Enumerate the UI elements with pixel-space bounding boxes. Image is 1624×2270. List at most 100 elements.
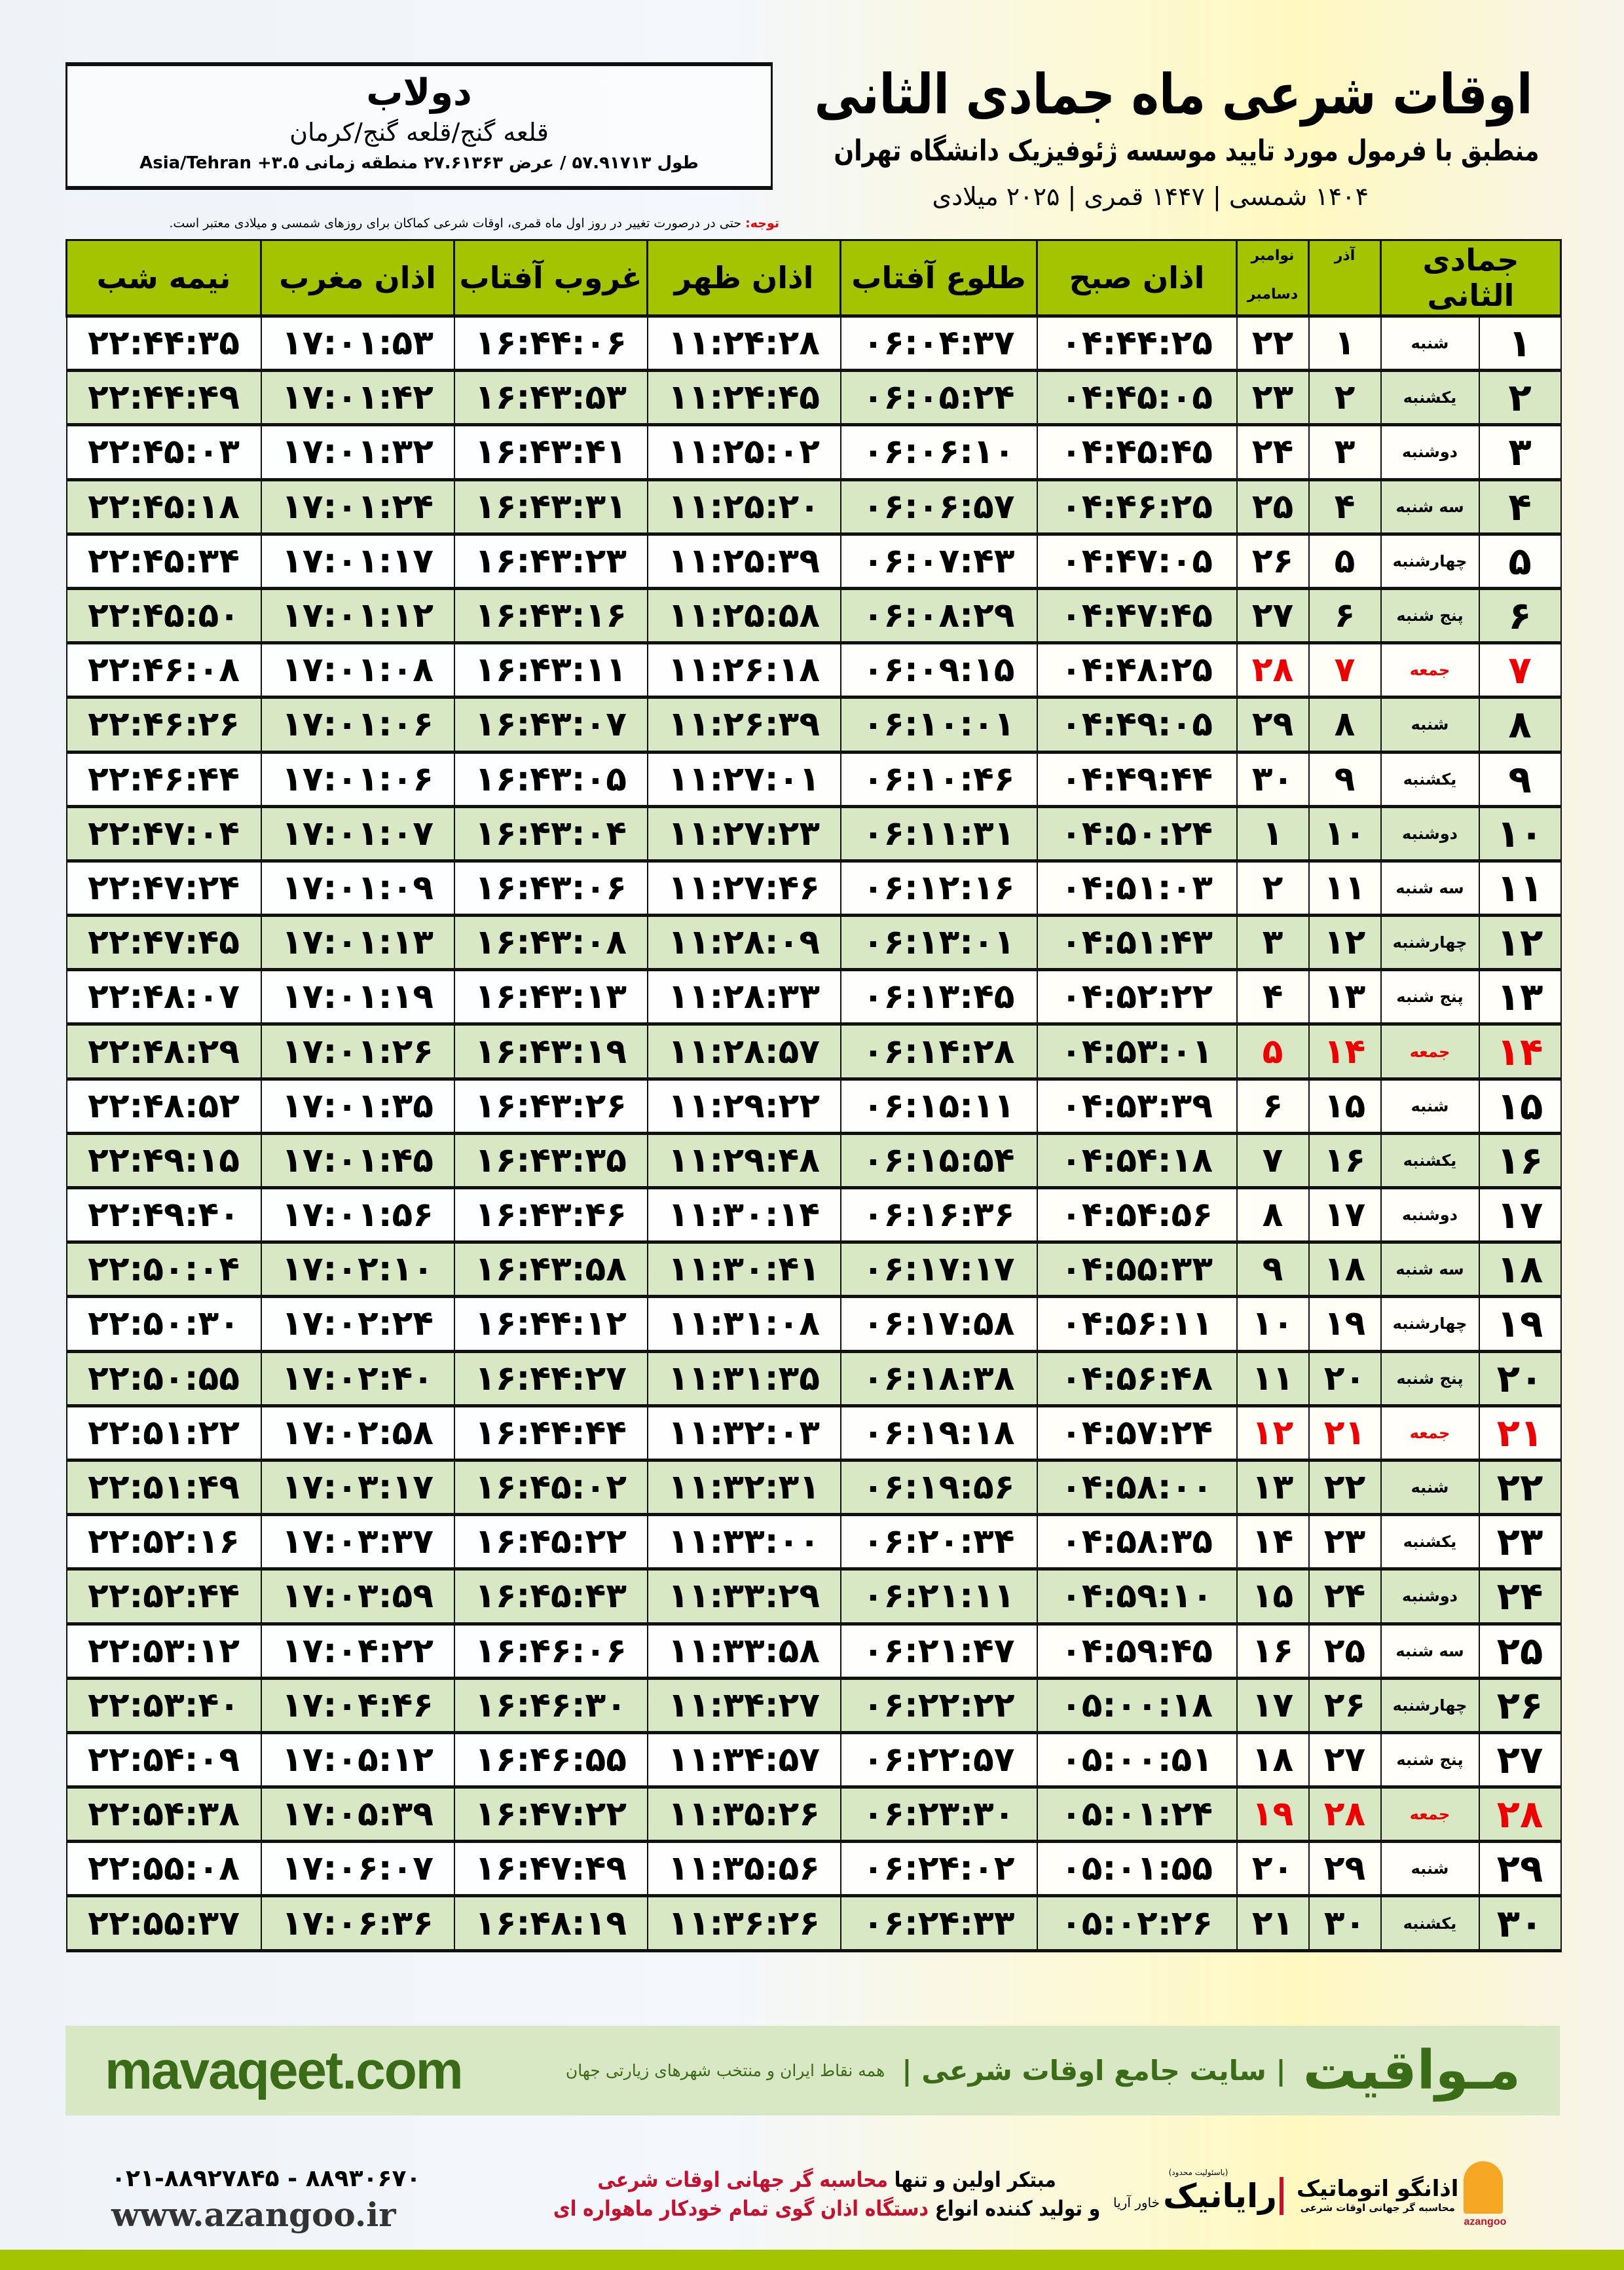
nime-time: ۲۲:۴۴:۳۵: [65, 314, 262, 373]
site-link[interactable]: mavaqeet.com: [105, 2040, 464, 2100]
azar-day: ۲۹: [1308, 1840, 1382, 1898]
promo-line1: مبتکر اولین و تنها: [887, 2167, 1056, 2192]
ghoroob-time: ۱۶:۴۳:۰۶: [453, 859, 648, 918]
zohr-time: ۱۱:۳۳:۵۸: [646, 1622, 841, 1680]
zohr-time: ۱۱:۲۵:۰۲: [646, 423, 841, 481]
tolou-time: ۰۶:۲۲:۵۷: [840, 1730, 1038, 1789]
table-row: ۱۵ شنبه ۱۵ ۶ ۰۴:۵۳:۳۹ ۰۶:۱۵:۱۱ ۱۱:۲۹:۲۲ ۱۶:۴۳:۲…: [65, 1077, 1562, 1135]
nov-dec-day: ۱۸: [1236, 1730, 1310, 1789]
azar-day: ۳: [1308, 423, 1382, 481]
sobh-time: ۰۴:۵۹:۴۵: [1036, 1622, 1238, 1680]
azangoo-logo: azangoo اذانگو اتوماتیک محاسبه گر جهانی ا…: [1297, 2161, 1506, 2227]
promo-line1-red: محاسبه گر جهانی اوقات شرعی: [597, 2167, 888, 2192]
hijri-day: ۱۶: [1478, 1131, 1562, 1190]
nov-dec-day: ۸: [1236, 1185, 1310, 1244]
table-row: ۱۹ چهارشنبه ۱۹ ۱۰ ۰۴:۵۶:۱۱ ۰۶:۱۷:۵۸ ۱۱:۳۱:۰۸ ۱۶…: [65, 1295, 1562, 1353]
page-title: اوقات شرعی ماه جمادی الثانی: [814, 62, 1532, 126]
sobh-time: ۰۴:۵۴:۱۸: [1036, 1131, 1238, 1190]
nov-dec-day: ۷: [1236, 1131, 1310, 1190]
table-row: ۱۰ دوشنبه ۱۰ ۱ ۰۴:۵۰:۲۴ ۰۶:۱۱:۳۱ ۱۱:۲۷:۲۳ ۱۶:۴۳…: [65, 804, 1562, 863]
nov-dec-day: ۱: [1236, 804, 1310, 863]
table-row: ۲۴ دوشنبه ۲۴ ۱۵ ۰۴:۵۹:۱۰ ۰۶:۲۱:۱۱ ۱۱:۳۳:۲۹ ۱۶:۴…: [65, 1567, 1562, 1626]
weekday: پنج شنبه: [1380, 1730, 1480, 1789]
maghreb-time: ۱۷:۰۵:۳۹: [260, 1785, 455, 1844]
sobh-time: ۰۵:۰۱:۵۵: [1036, 1840, 1238, 1898]
ghoroob-time: ۱۶:۴۳:۱۱: [453, 641, 648, 699]
azar-day: ۱۱: [1308, 859, 1382, 918]
hijri-day: ۲۰: [1478, 1349, 1562, 1407]
maghreb-time: ۱۷:۰۱:۵۶: [260, 1185, 455, 1244]
maghreb-time: ۱۷:۰۱:۰۷: [260, 804, 455, 863]
col-ghoroob: غروب آفتاب: [453, 239, 648, 317]
nime-time: ۲۲:۴۹:۱۵: [65, 1131, 262, 1190]
weekday: جمعه: [1380, 641, 1480, 699]
col-tolou: طلوع آفتاب: [840, 239, 1038, 317]
sobh-time: ۰۴:۵۳:۰۱: [1036, 1022, 1238, 1081]
tolou-time: ۰۶:۱۶:۳۶: [840, 1185, 1038, 1244]
sobh-time: ۰۴:۵۰:۲۴: [1036, 804, 1238, 863]
ghoroob-time: ۱۶:۴۳:۳۱: [453, 477, 648, 536]
ghoroob-time: ۱۶:۴۳:۵۸: [453, 1240, 648, 1299]
nime-time: ۲۲:۴۵:۵۰: [65, 586, 262, 645]
nime-time: ۲۲:۵۳:۱۲: [65, 1622, 262, 1680]
sobh-time: ۰۴:۵۴:۵۶: [1036, 1185, 1238, 1244]
sobh-time: ۰۴:۴۴:۲۵: [1036, 314, 1238, 373]
col-nime: نیمه شب: [65, 239, 262, 317]
sobh-time: ۰۵:۰۱:۲۴: [1036, 1785, 1238, 1844]
zohr-time: ۱۱:۲۷:۲۳: [646, 804, 841, 863]
nov-dec-day: ۲۶: [1236, 532, 1310, 590]
hijri-day: ۲۱: [1478, 1404, 1562, 1462]
zohr-time: ۱۱:۳۰:۴۱: [646, 1240, 841, 1299]
nov-dec-day: ۲۱: [1236, 1894, 1310, 1952]
nime-time: ۲۲:۵۰:۵۵: [65, 1349, 262, 1407]
table-row: ۲۱ جمعه ۲۱ ۱۲ ۰۴:۵۷:۲۴ ۰۶:۱۹:۱۸ ۱۱:۳۲:۰۳ ۱۶:۴۴:…: [65, 1404, 1562, 1462]
zohr-time: ۱۱:۳۶:۲۶: [646, 1894, 841, 1952]
nime-time: ۲۲:۴۶:۰۸: [65, 641, 262, 699]
azar-day: ۴: [1308, 477, 1382, 536]
azar-day: ۵: [1308, 532, 1382, 590]
ghoroob-time: ۱۶:۴۵:۲۲: [453, 1513, 648, 1571]
ghoroob-time: ۱۶:۴۷:۴۹: [453, 1840, 648, 1898]
tolou-time: ۰۶:۱۱:۳۱: [840, 804, 1038, 863]
weekday: شنبه: [1380, 1077, 1480, 1135]
ghoroob-time: ۱۶:۴۴:۲۷: [453, 1349, 648, 1407]
azangoo-latin: azangoo: [1464, 2216, 1507, 2227]
weekday: سه شنبه: [1380, 1622, 1480, 1680]
hijri-day: ۲۷: [1478, 1730, 1562, 1789]
nov-dec-day: ۴: [1236, 968, 1310, 1026]
weekday: دوشنبه: [1380, 804, 1480, 863]
brand-tagline: | سایت جامع اوقات شرعی |: [902, 2055, 1286, 2087]
table-row: ۸ شنبه ۸ ۲۹ ۰۴:۴۹:۰۵ ۰۶:۱۰:۰۱ ۱۱:۲۶:۳۹ ۱۶:۴۳:۰۷…: [65, 696, 1562, 754]
zohr-time: ۱۱:۳۳:۲۹: [646, 1567, 841, 1626]
tolou-time: ۰۶:۰۷:۴۳: [840, 532, 1038, 590]
azar-day: ۱۸: [1308, 1240, 1382, 1299]
nime-time: ۲۲:۵۱:۲۲: [65, 1404, 262, 1462]
website-link[interactable]: www.azangoo.ir: [111, 2195, 396, 2234]
zohr-time: ۱۱:۳۰:۱۴: [646, 1185, 841, 1244]
azar-day: ۲۶: [1308, 1676, 1382, 1734]
sobh-time: ۰۴:۵۳:۳۹: [1036, 1077, 1238, 1135]
sobh-time: ۰۴:۵۸:۳۵: [1036, 1513, 1238, 1571]
table-row: ۱۱ سه شنبه ۱۱ ۲ ۰۴:۵۱:۰۳ ۰۶:۱۲:۱۶ ۱۱:۲۷:۴۶ ۱۶:۴…: [65, 859, 1562, 918]
table-row: ۱ شنبه ۱ ۲۲ ۰۴:۴۴:۲۵ ۰۶:۰۴:۳۷ ۱۱:۲۴:۲۸ ۱۶:۴۴:۰۶…: [65, 314, 1562, 373]
tolou-time: ۰۶:۲۲:۲۲: [840, 1676, 1038, 1734]
azar-day: ۱: [1308, 314, 1382, 373]
nov-dec-day: ۱۱: [1236, 1349, 1310, 1407]
nime-time: ۲۲:۵۵:۳۷: [65, 1894, 262, 1952]
note: توجه: حتی در درصورت تغییر در روز اول ماه…: [65, 216, 779, 231]
maghreb-time: ۱۷:۰۶:۳۶: [260, 1894, 455, 1952]
nime-time: ۲۲:۵۳:۴۰: [65, 1676, 262, 1734]
phone-numbers: ۰۲۱-۸۸۹۲۷۸۴۵ - ۸۸۹۳۰۶۷۰: [111, 2165, 421, 2192]
azar-day: ۶: [1308, 586, 1382, 645]
ghoroob-time: ۱۶:۴۳:۵۳: [453, 369, 648, 427]
ghoroob-time: ۱۶:۴۳:۱۳: [453, 968, 648, 1026]
table-row: ۲۶ چهارشنبه ۲۶ ۱۷ ۰۵:۰۰:۱۸ ۰۶:۲۲:۲۲ ۱۱:۳۴:۲۷ ۱۶…: [65, 1676, 1562, 1734]
tolou-time: ۰۶:۱۳:۴۵: [840, 968, 1038, 1026]
zohr-time: ۱۱:۲۵:۲۰: [646, 477, 841, 536]
hijri-day: ۲۹: [1478, 1840, 1562, 1898]
tolou-time: ۰۶:۲۴:۰۲: [840, 1840, 1038, 1898]
tolou-time: ۰۶:۱۵:۱۱: [840, 1077, 1038, 1135]
azar-day: ۱۲: [1308, 914, 1382, 972]
hijri-day: ۹: [1478, 750, 1562, 808]
ghoroob-time: ۱۶:۴۳:۰۴: [453, 804, 648, 863]
